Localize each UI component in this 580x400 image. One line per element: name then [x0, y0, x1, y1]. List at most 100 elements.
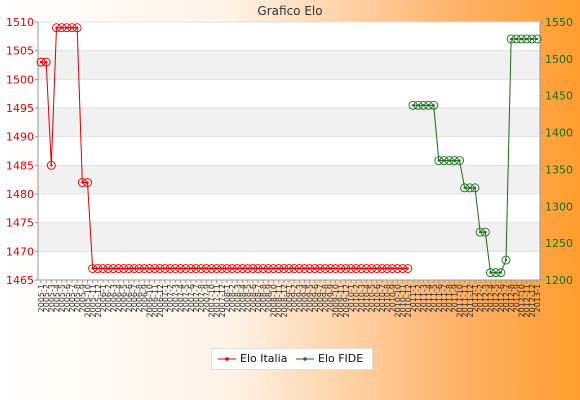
x-tick-label: 2006-4 — [115, 284, 124, 312]
data-point-dot-elo-italia — [205, 267, 208, 270]
y-left-tick-label: 1505 — [6, 45, 34, 58]
data-point-dot-elo-italia — [112, 267, 115, 270]
x-tick-label: 2010-5 — [368, 284, 377, 312]
x-tick-label: 2006-10 — [146, 284, 155, 317]
y-left-tick-label: 1495 — [6, 102, 34, 115]
data-point-dot-elo-italia — [282, 267, 286, 270]
data-point-dot-elo-italia — [179, 267, 182, 270]
data-point-dot-elo-italia — [153, 267, 156, 270]
x-tick-label: 2005-12 — [94, 284, 103, 317]
data-point-dot-elo-italia — [272, 267, 275, 270]
x-tick-label: 2012-4 — [487, 284, 496, 312]
legend-item-elo-italia: Elo Italia — [218, 352, 288, 366]
x-tick-label: 2011-8 — [445, 284, 454, 312]
x-tick-label: 2006-3 — [109, 284, 118, 312]
data-point-elo-fide — [470, 183, 480, 193]
x-tick-label: 2005-7 — [68, 284, 77, 312]
data-point-dot-elo-italia — [334, 267, 337, 270]
x-tick-label: 2010-9 — [388, 284, 397, 312]
y-left-tick-label: 1475 — [6, 217, 34, 230]
legend-label-elo-italia: Elo Italia — [240, 352, 288, 365]
data-point-dot-elo-italia — [117, 267, 120, 270]
x-tick-label: 2010-4 — [363, 284, 372, 312]
x-tick-label: 2011-7 — [440, 284, 449, 312]
x-tick-label: 2010-2 — [352, 284, 361, 312]
x-tick-label: 2005-11 — [89, 284, 98, 317]
x-tick-label: 2005-2 — [42, 284, 51, 312]
x-tick-label: 2011-4 — [425, 284, 434, 312]
data-point-dot-elo-italia — [370, 267, 373, 270]
data-point-dot-elo-italia — [277, 267, 280, 270]
y-left-tick-label: 1485 — [6, 159, 34, 172]
x-tick-label: 2006-1 — [99, 284, 108, 312]
data-point-dot-elo-fide — [468, 186, 472, 190]
data-point-dot-elo-italia — [137, 267, 141, 270]
x-tick-label: 2005-10 — [84, 284, 93, 317]
x-tick-label: 2012-11 — [523, 284, 532, 317]
data-point-dot-elo-italia — [401, 267, 404, 270]
data-point-dot-elo-italia — [241, 267, 244, 270]
x-tick-label: 2011-5 — [430, 284, 439, 312]
data-point-dot-elo-italia — [65, 26, 69, 29]
data-point-dot-elo-fide — [484, 230, 487, 234]
x-tick-label: 2007-1 — [161, 284, 170, 312]
data-point-dot-elo-italia — [220, 267, 224, 270]
data-point-elo-fide — [455, 156, 464, 166]
x-tick-label: 2012-7 — [502, 284, 511, 312]
data-point-elo-italia — [403, 264, 413, 273]
data-point-dot-elo-italia — [236, 267, 239, 270]
x-tick-label: 2013-1 — [533, 284, 542, 312]
data-point-dot-elo-italia — [39, 60, 43, 64]
data-point-elo-italia — [72, 23, 82, 33]
x-tick-label: 2006-8 — [135, 284, 144, 312]
data-point-dot-elo-italia — [230, 267, 234, 270]
data-point-dot-elo-fide — [499, 271, 503, 274]
data-point-dot-elo-fide — [494, 271, 497, 274]
x-tick-label: 2009-9 — [326, 284, 335, 312]
x-tick-label: 2012-9 — [512, 284, 521, 312]
x-tick-label: 2005-6 — [63, 284, 72, 312]
x-tick-label: 2010-8 — [383, 284, 392, 312]
x-tick-label: 2010-10 — [394, 284, 403, 317]
data-point-dot-elo-fide — [437, 159, 441, 162]
x-tick-label: 2006-5 — [120, 284, 129, 312]
data-point-dot-elo-italia — [184, 267, 187, 270]
data-point-dot-elo-fide — [463, 186, 466, 190]
x-tick-label: 2007-4 — [177, 284, 186, 312]
data-point-dot-elo-italia — [313, 267, 317, 270]
x-tick-label: 2010-12 — [404, 284, 413, 317]
x-tick-label: 2009-12 — [342, 284, 351, 317]
data-point-dot-elo-italia — [96, 267, 100, 270]
data-point-dot-elo-italia — [329, 267, 332, 270]
data-point-elo-italia — [46, 160, 56, 170]
chart-title: Grafico Elo — [257, 4, 323, 18]
data-point-dot-elo-italia — [60, 26, 63, 29]
x-tick-label: 2008-7 — [254, 284, 263, 312]
data-point-dot-elo-italia — [256, 267, 260, 270]
data-point-dot-elo-italia — [385, 267, 389, 270]
data-point-dot-elo-italia — [174, 267, 177, 270]
legend-swatch-elo-italia — [218, 357, 236, 361]
x-tick-label: 2007-9 — [202, 284, 211, 312]
y-right-tick-label: 1300 — [545, 200, 573, 213]
grid-band — [38, 165, 540, 194]
data-point-elo-italia — [41, 57, 51, 67]
y-left-tick-label: 1465 — [6, 274, 34, 287]
data-point-dot-elo-italia — [143, 267, 146, 270]
data-point-dot-elo-italia — [132, 267, 136, 270]
x-tick-label: 2011-12 — [466, 284, 475, 317]
data-point-dot-elo-fide — [504, 258, 508, 262]
data-point-dot-elo-fide — [447, 159, 451, 162]
data-point-dot-elo-italia — [246, 267, 249, 270]
data-point-dot-elo-italia — [91, 267, 94, 270]
data-point-dot-elo-fide — [473, 186, 477, 190]
data-point-dot-elo-fide — [416, 104, 420, 107]
x-tick-label: 2009-3 — [295, 284, 304, 312]
data-point-dot-elo-italia — [323, 267, 327, 270]
y-left-tick-label: 1470 — [6, 245, 34, 258]
data-point-dot-elo-italia — [261, 267, 265, 270]
x-tick-label: 2012-6 — [497, 284, 506, 312]
x-tick-label: 2009-2 — [290, 284, 299, 312]
data-point-dot-elo-italia — [194, 267, 198, 270]
x-tick-label: 2007-11 — [213, 284, 222, 317]
